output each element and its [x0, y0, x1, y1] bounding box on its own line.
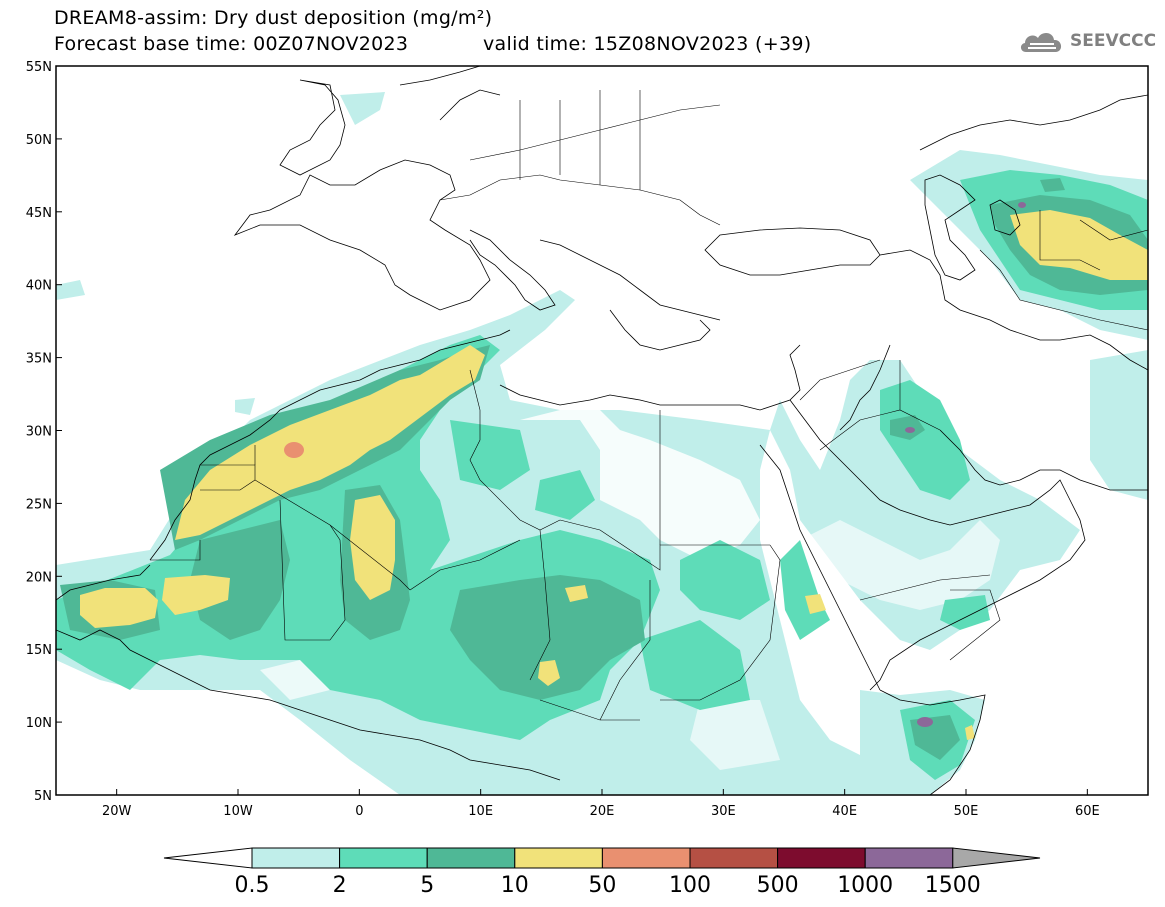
lat-tick-label: 40N: [26, 279, 52, 294]
lat-tick-label: 10N: [26, 716, 52, 731]
lat-tick-label: 50N: [26, 133, 52, 148]
colorbar-swatch: [777, 847, 866, 869]
lat-tick-label: 35N: [26, 352, 52, 367]
chart-title: DREAM8-assim: Dry dust deposition (mg/m²…: [54, 7, 493, 29]
colorbar-label: 500: [757, 873, 799, 898]
colorbar-swatch: [426, 847, 516, 869]
country-borders: [150, 90, 1148, 721]
field-level-10-50: [80, 210, 1148, 740]
cloud-logo-icon: [1020, 32, 1062, 52]
longitude-axis: 20W 10W 0 10E 20E 30E 40E 50E 60E: [102, 789, 1100, 819]
forecast-base-time: Forecast base time: 00Z07NOV2023: [54, 33, 409, 55]
lat-tick-label: 25N: [26, 497, 52, 512]
lat-tick-label: 5N: [34, 789, 52, 804]
lon-tick-label: 20W: [102, 804, 132, 819]
lon-tick-label: 10W: [223, 804, 253, 819]
colorbar-swatch: [514, 847, 603, 869]
lon-tick-label: 20E: [590, 804, 615, 819]
colorbar-label: 1500: [925, 873, 981, 898]
colorbar-label: 50: [588, 873, 616, 898]
field-level-50-100: [284, 442, 304, 458]
colorbar-label: 100: [669, 873, 711, 898]
lat-tick-label: 20N: [26, 570, 52, 585]
lat-tick-label: 45N: [26, 206, 52, 221]
field-below-0.5: [260, 410, 1000, 770]
colorbar-swatch: [864, 847, 954, 869]
lon-tick-label: 10E: [468, 804, 493, 819]
colorbar-label: 2: [333, 873, 347, 898]
colorbar-swatch: [689, 847, 779, 869]
lon-tick-label: 50E: [954, 804, 979, 819]
coastlines: [56, 66, 1148, 795]
colorbar: 0.5 2 5 10 50 100 500 1000 1500: [163, 847, 1041, 898]
colorbar-high-extension: [952, 847, 1041, 869]
colorbar-swatch: [601, 847, 691, 869]
colorbar-label: 0.5: [235, 873, 270, 898]
latitude-axis: 55N 50N 45N 40N 35N 30N 25N 20N 15N 10N 5N: [26, 60, 62, 804]
colorbar-label: 5: [420, 873, 434, 898]
lat-tick-label: 55N: [26, 60, 52, 75]
colorbar-swatch: [339, 847, 428, 869]
colorbar-label: 1000: [837, 873, 893, 898]
colorbar-swatch: [251, 847, 341, 869]
lat-tick-label: 30N: [26, 425, 52, 440]
lon-tick-label: 30E: [711, 804, 736, 819]
deposition-field: [56, 66, 1148, 795]
field-level-1000-1500: [905, 202, 1026, 727]
lon-tick-label: 60E: [1075, 804, 1100, 819]
logo-text: SEEVCCC: [1070, 31, 1157, 51]
seevccc-logo: SEEVCCC: [1018, 26, 1156, 58]
lat-tick-label: 15N: [26, 643, 52, 658]
lon-tick-label: 0: [355, 804, 363, 819]
valid-time: valid time: 15Z08NOV2023 (+39): [483, 33, 812, 55]
lon-tick-label: 40E: [832, 804, 857, 819]
colorbar-low-extension: [163, 847, 253, 869]
colorbar-label: 10: [501, 873, 529, 898]
